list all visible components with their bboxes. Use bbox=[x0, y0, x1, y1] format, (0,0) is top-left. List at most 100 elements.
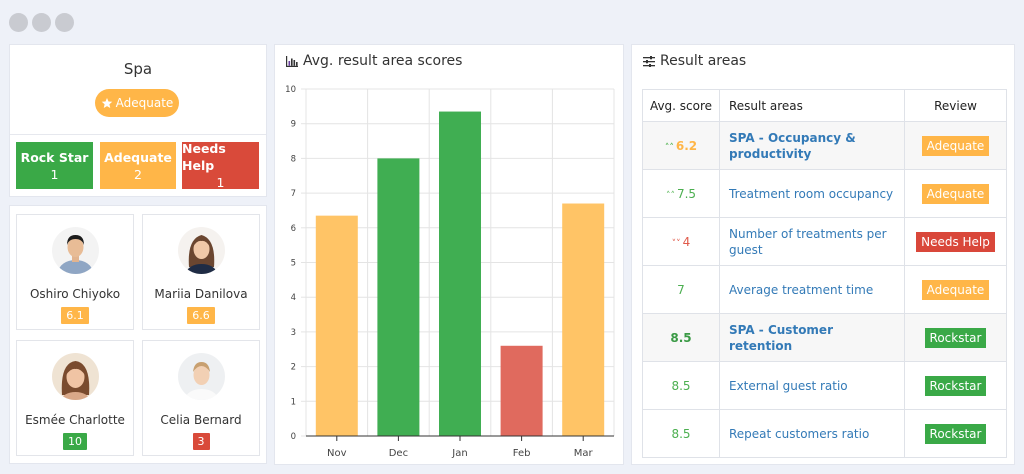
result-areas-card: Result areas Avg. score Result areas Rev… bbox=[631, 44, 1015, 465]
review-cell: Rockstar bbox=[904, 361, 1007, 410]
person-card[interactable]: Celia Bernard 3 bbox=[142, 340, 260, 456]
result-areas-title: Result areas bbox=[643, 53, 746, 69]
team-members-card: Oshiro Chiyoko 6.1 Mariia Danilova 6.6 E… bbox=[9, 205, 267, 464]
status-label: Needs Help bbox=[182, 141, 226, 173]
status-count: 1 bbox=[50, 166, 59, 182]
avatar bbox=[177, 353, 225, 400]
avg-score-cell: 8.5 bbox=[642, 409, 720, 458]
review-cell: Rockstar bbox=[904, 313, 1007, 362]
avg-score-value: 8.5 bbox=[671, 378, 691, 393]
person-score-badge: 3 bbox=[192, 433, 210, 450]
result-area-link[interactable]: SPA - Customer retention bbox=[719, 313, 905, 362]
department-title: Spa bbox=[123, 60, 153, 78]
status-count: 2 bbox=[134, 166, 142, 182]
result-area-link[interactable]: Repeat customers ratio bbox=[719, 409, 905, 458]
person-name: Mariia Danilova bbox=[154, 287, 248, 301]
trend-up-icon: ˄˄ bbox=[665, 190, 675, 201]
review-badge[interactable]: Rockstar bbox=[924, 375, 987, 396]
review-cell: Needs Help bbox=[904, 217, 1007, 266]
result-area-row[interactable]: ˅˅ 4 Number of treatments per guest Needs H… bbox=[642, 217, 1007, 266]
result-area-group-row[interactable]: 8.5 SPA - Customer retention Rockstar bbox=[642, 313, 1007, 362]
review-badge[interactable]: Rockstar bbox=[924, 423, 987, 444]
y-tick-label: 9 bbox=[291, 120, 296, 130]
result-areas-title-text: Result areas bbox=[660, 53, 747, 69]
overall-rating-badge: Adequate bbox=[95, 89, 179, 117]
avg-score-cell: 8.5 bbox=[642, 361, 720, 410]
status-adequate-box[interactable]: Adequate 2 bbox=[100, 142, 176, 189]
review-cell: Rockstar bbox=[904, 409, 1007, 458]
avatar bbox=[177, 227, 225, 274]
review-badge[interactable]: Adequate bbox=[921, 183, 990, 204]
bar-mar[interactable] bbox=[562, 203, 605, 436]
person-card[interactable]: Esmée Charlotte 10 bbox=[16, 340, 134, 456]
trend-down-icon: ˅˅ bbox=[671, 238, 681, 249]
overall-rating-label: Adequate bbox=[115, 96, 174, 110]
review-badge[interactable]: Adequate bbox=[921, 279, 990, 300]
chart-title-text: Avg. result area scores bbox=[303, 53, 463, 69]
avatar bbox=[51, 227, 99, 274]
result-area-row[interactable]: 8.5 Repeat customers ratio Rockstar bbox=[642, 409, 1007, 458]
y-tick-label: 10 bbox=[285, 85, 296, 95]
y-tick-label: 3 bbox=[291, 328, 296, 338]
review-cell: Adequate bbox=[904, 121, 1007, 170]
star-icon bbox=[101, 98, 112, 108]
bar-chart-icon bbox=[286, 55, 298, 67]
bar-chart: 0 1 2 3 4 5 6 7 8 9 10 Nov Dec Jan Feb Mar bbox=[285, 85, 615, 459]
avg-score-value: 7.5 bbox=[676, 186, 697, 201]
result-area-link[interactable]: Average treatment time bbox=[719, 265, 905, 314]
window-minimize-button[interactable] bbox=[32, 13, 51, 32]
status-label: Rock Star bbox=[20, 149, 89, 165]
result-areas-table: Avg. score Result areas Review ˄˄ 6.2 SPA … bbox=[642, 89, 1007, 458]
result-area-link[interactable]: Number of treatments per guest bbox=[719, 217, 905, 266]
bar-jan[interactable] bbox=[439, 111, 481, 437]
avg-score-value: 8.5 bbox=[670, 330, 692, 345]
result-area-link[interactable]: Treatment room occupancy bbox=[719, 169, 905, 218]
column-header-avg-score[interactable]: Avg. score bbox=[642, 89, 720, 122]
status-rockstar-box[interactable]: Rock Star 1 bbox=[16, 142, 93, 189]
trend-up-icon: ˄˄ bbox=[664, 142, 674, 153]
status-needs-help-box[interactable]: Needs Help 1 bbox=[182, 141, 259, 190]
person-card[interactable]: Oshiro Chiyoko 6.1 bbox=[16, 214, 134, 330]
x-tick-label: Mar bbox=[574, 448, 594, 459]
bar-dec[interactable] bbox=[377, 158, 420, 436]
window-close-button[interactable] bbox=[9, 13, 28, 32]
result-area-row[interactable]: 7 Average treatment time Adequate bbox=[642, 265, 1007, 314]
column-header-review[interactable]: Review bbox=[904, 89, 1007, 122]
person-score-badge: 6.6 bbox=[187, 307, 215, 324]
y-tick-label: 4 bbox=[291, 293, 296, 303]
spa-summary-card: Spa Adequate Rock Star 1 Adequate 2 Need… bbox=[9, 44, 267, 197]
y-tick-label: 1 bbox=[291, 397, 296, 407]
column-header-result-areas[interactable]: Result areas bbox=[719, 89, 905, 122]
avg-score-cell: ˄˄ 7.5 bbox=[642, 169, 720, 218]
avg-score-value: 8.5 bbox=[671, 426, 691, 441]
result-area-group-row[interactable]: ˄˄ 6.2 SPA - Occupancy & productivity Adequ… bbox=[642, 121, 1007, 170]
avg-score-value: 4 bbox=[682, 234, 691, 249]
review-badge[interactable]: Needs Help bbox=[916, 231, 995, 252]
result-area-link[interactable]: External guest ratio bbox=[719, 361, 905, 410]
review-badge[interactable]: Adequate bbox=[921, 135, 990, 156]
result-area-row[interactable]: 8.5 External guest ratio Rockstar bbox=[642, 361, 1007, 410]
person-name: Celia Bernard bbox=[160, 413, 242, 427]
x-tick-label: Dec bbox=[389, 448, 408, 459]
status-label: Adequate bbox=[104, 149, 172, 165]
avg-score-cell: ˅˅ 4 bbox=[642, 217, 720, 266]
y-tick-label: 5 bbox=[291, 259, 296, 269]
person-score-badge: 6.1 bbox=[61, 307, 89, 324]
avg-score-value: 7 bbox=[677, 282, 685, 297]
review-badge[interactable]: Rockstar bbox=[924, 327, 987, 348]
x-tick-label: Nov bbox=[327, 448, 347, 459]
result-area-link[interactable]: SPA - Occupancy & productivity bbox=[719, 121, 905, 170]
avg-score-value: 6.2 bbox=[675, 138, 698, 153]
bar-nov[interactable] bbox=[315, 215, 358, 436]
avatar bbox=[51, 353, 99, 400]
person-score-badge: 10 bbox=[63, 433, 87, 450]
person-card[interactable]: Mariia Danilova 6.6 bbox=[142, 214, 260, 330]
bar-feb[interactable] bbox=[500, 345, 543, 436]
result-area-row[interactable]: ˄˄ 7.5 Treatment room occupancy Adequate bbox=[642, 169, 1007, 218]
avg-score-cell: 8.5 bbox=[642, 313, 720, 362]
y-tick-label: 8 bbox=[291, 154, 296, 164]
y-tick-label: 7 bbox=[291, 189, 296, 199]
status-count: 1 bbox=[216, 175, 225, 190]
x-tick-label: Feb bbox=[513, 448, 531, 459]
window-maximize-button[interactable] bbox=[55, 13, 74, 32]
